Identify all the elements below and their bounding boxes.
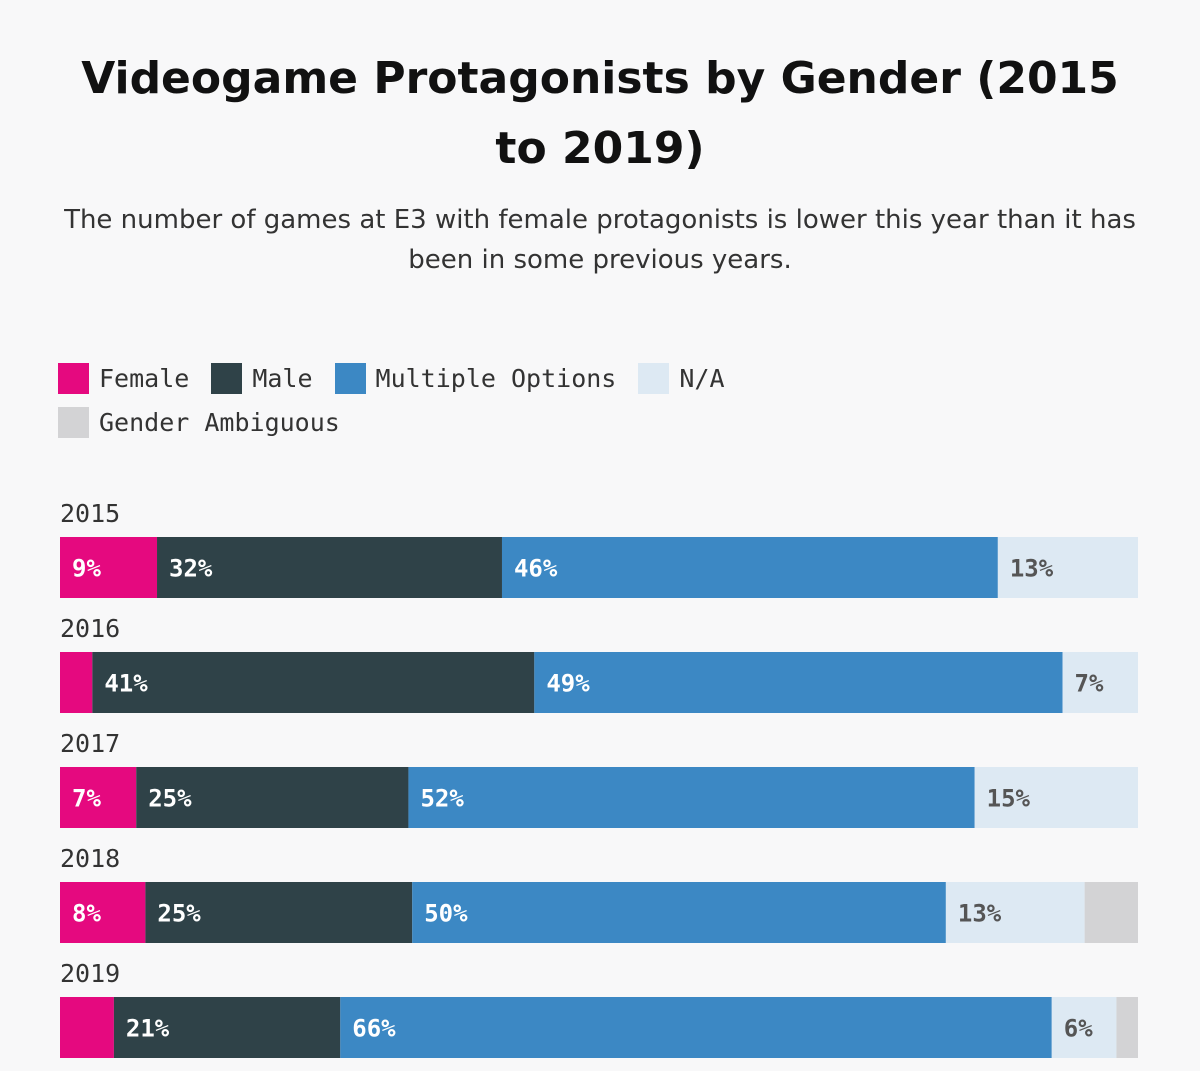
data-label: 50% (424, 900, 468, 928)
legend-item-1: Male (211, 362, 313, 394)
legend-swatch (58, 362, 89, 394)
legend-item-0: Female (58, 362, 189, 394)
data-label: 21% (126, 1015, 170, 1043)
bar-segment (945, 882, 1085, 943)
data-label: 13% (1010, 555, 1054, 583)
legend-label: N/A (679, 363, 725, 393)
bar-segment (60, 767, 137, 828)
data-label: 25% (148, 785, 192, 813)
bar-segment (60, 652, 93, 713)
bar-segment (1084, 882, 1138, 943)
bar-segment (1051, 997, 1117, 1058)
data-label: 7% (1075, 670, 1104, 698)
legend-label: Gender Ambiguous (99, 407, 340, 437)
bar-segment (113, 997, 341, 1058)
bar-segment (534, 652, 1063, 713)
legend-label: Multiple Options (375, 363, 617, 393)
bar-segment (974, 767, 1138, 828)
data-label: 49% (546, 670, 590, 698)
year-label: 2015 (60, 499, 120, 528)
bar-segment (157, 537, 502, 598)
bar-segment (997, 537, 1138, 598)
year-label: 2019 (60, 959, 120, 988)
data-label: 15% (987, 785, 1031, 813)
legend-label: Male (252, 363, 313, 393)
bar-segment (60, 997, 114, 1058)
legend-item-3: N/A (638, 362, 725, 394)
bar-segment (92, 652, 535, 713)
data-label: 13% (958, 900, 1002, 928)
year-label: 2017 (60, 729, 120, 758)
data-label: 9% (72, 555, 101, 583)
data-label: 32% (169, 555, 213, 583)
chart-title: Videogame Protagonists by Gender (2015 t… (81, 53, 1119, 174)
data-label: 41% (104, 670, 148, 698)
data-label: 8% (72, 900, 101, 928)
legend-swatch (211, 362, 243, 394)
bar-segment (145, 882, 413, 943)
bar-segment (408, 767, 975, 828)
data-label: 7% (72, 785, 101, 813)
bar-segment (136, 767, 409, 828)
data-label: 66% (352, 1015, 396, 1043)
chart-legend: Female Male Multiple Options N/A Gender Ambi… (58, 362, 818, 438)
legend-swatch (334, 362, 366, 394)
bar-segment (1116, 997, 1138, 1058)
bar-segment (60, 882, 146, 943)
bar-segment (60, 537, 158, 598)
year-label: 2016 (60, 614, 120, 643)
chart-subtitle: The number of games at E3 with female pr… (64, 205, 1136, 275)
data-label: 46% (514, 555, 558, 583)
legend-swatch (58, 406, 89, 438)
bar-segment (340, 997, 1052, 1058)
data-label: 25% (157, 900, 201, 928)
year-label: 2018 (60, 844, 120, 873)
bar-segment (501, 537, 998, 598)
legend-item-2: Multiple Options (334, 362, 617, 394)
data-label: 52% (420, 785, 464, 813)
legend-label: Female (99, 363, 190, 393)
legend-item-4: Gender Ambiguous (58, 406, 340, 438)
bar-segment (412, 882, 946, 943)
bar-segment (1062, 652, 1138, 713)
data-label: 6% (1064, 1015, 1093, 1043)
legend-swatch (638, 362, 670, 394)
